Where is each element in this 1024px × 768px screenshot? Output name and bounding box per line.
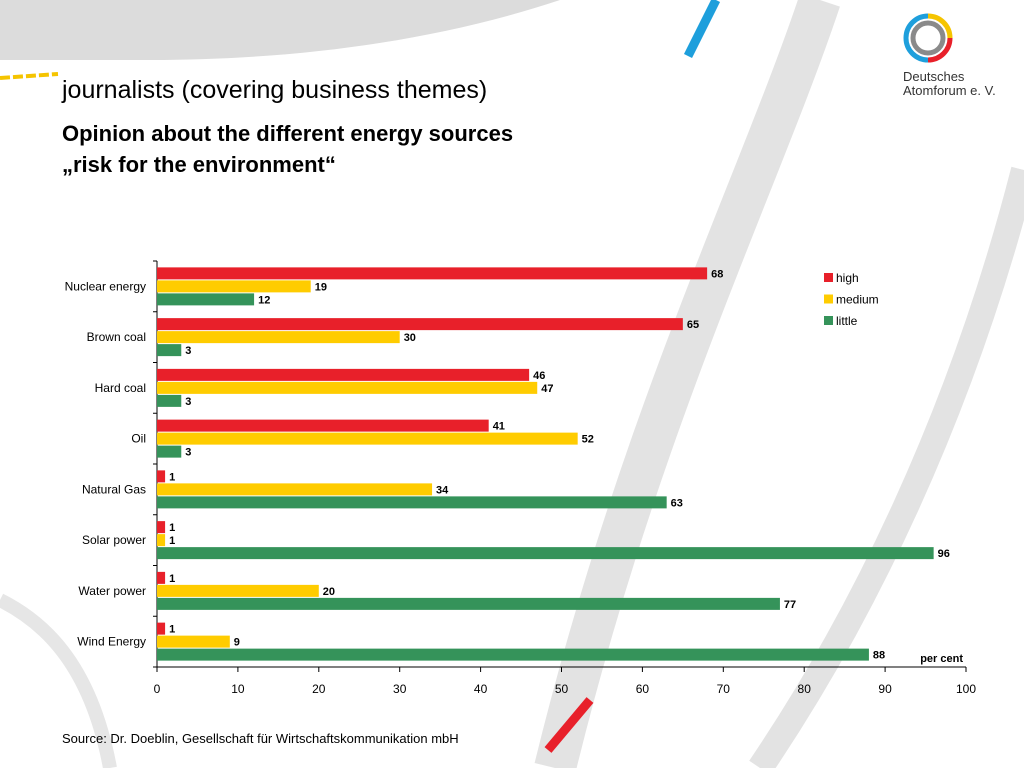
legend-swatch-little: [824, 316, 833, 325]
x-tick-label: 10: [231, 682, 245, 696]
unit-label: per cent: [920, 653, 963, 665]
data-label: 9: [234, 637, 240, 649]
category-label: Natural Gas: [82, 482, 146, 496]
data-label: 12: [258, 294, 270, 306]
bar-medium: [157, 432, 578, 445]
category-label: Oil: [131, 432, 146, 446]
chart-title: Opinion about the different energy sourc…: [62, 118, 513, 180]
data-label: 88: [873, 650, 885, 662]
bar-little: [157, 648, 869, 661]
bar-high: [157, 368, 530, 381]
bar-medium: [157, 534, 166, 547]
data-label: 47: [541, 383, 553, 395]
legend-swatch-high: [824, 273, 833, 282]
title-line-1: Opinion about the different energy sourc…: [62, 121, 514, 146]
legend-swatch-medium: [824, 294, 833, 304]
category-label: Nuclear energy: [65, 279, 146, 293]
blue-accent-stroke: [683, 0, 721, 59]
bar-little: [157, 547, 934, 560]
x-tick-label: 70: [717, 682, 731, 696]
bar-high: [157, 318, 683, 331]
gray-arc-stroke-right: [749, 166, 1024, 768]
bar-medium: [157, 280, 311, 293]
bar-little: [157, 496, 667, 509]
brand-name: Deutsches Atomforum e. V.: [903, 70, 996, 98]
category-label: Wind Energy: [77, 635, 146, 649]
data-label: 46: [533, 370, 545, 382]
brand-line-1: Deutsches: [903, 69, 965, 84]
category-label: Solar power: [82, 533, 146, 547]
data-label: 20: [323, 586, 335, 598]
data-label: 41: [493, 421, 505, 433]
data-label: 30: [404, 332, 416, 344]
gray-arc-stroke: [534, 0, 840, 768]
legend-label-little: little: [836, 314, 858, 328]
x-tick-label: 100: [956, 682, 976, 696]
bar-high: [157, 267, 708, 280]
x-tick-label: 90: [878, 682, 892, 696]
bar-little: [157, 344, 182, 357]
data-label: 1: [169, 624, 175, 636]
legend-label-high: high: [836, 271, 859, 285]
x-tick-label: 50: [555, 682, 569, 696]
bar-little: [157, 293, 255, 306]
data-label: 1: [169, 522, 175, 534]
bar-little: [157, 394, 182, 407]
x-tick-label: 0: [154, 682, 161, 696]
bar-high: [157, 470, 166, 483]
bar-high: [157, 571, 166, 584]
data-label: 3: [185, 396, 191, 408]
x-tick-label: 30: [393, 682, 407, 696]
source-note: Source: Dr. Doeblin, Gesellschaft für Wi…: [62, 731, 459, 746]
x-tick-label: 60: [636, 682, 650, 696]
top-gray-band: [0, 0, 560, 60]
x-tick-label: 80: [798, 682, 812, 696]
bar-high: [157, 521, 166, 534]
brand-line-2: Atomforum e. V.: [903, 83, 996, 98]
data-label: 52: [582, 434, 594, 446]
data-label: 96: [938, 548, 950, 560]
red-accent-stroke: [544, 697, 594, 753]
data-label: 68: [711, 268, 723, 280]
bar-high: [157, 419, 489, 432]
bar-little: [157, 597, 780, 610]
chart-subtitle: journalists (covering business themes): [62, 76, 488, 104]
data-label: 19: [315, 281, 327, 293]
gray-arc-stroke-left: [0, 593, 117, 768]
bar-medium: [157, 584, 319, 597]
category-label: Brown coal: [87, 330, 146, 344]
x-tick-label: 20: [312, 682, 326, 696]
data-label: 3: [185, 447, 191, 459]
data-label: 1: [169, 573, 175, 585]
category-label: Water power: [78, 584, 146, 598]
category-label: Hard coal: [95, 381, 146, 395]
bar-little: [157, 445, 182, 458]
data-label: 1: [169, 535, 175, 547]
bar-medium: [157, 381, 538, 394]
bar-medium: [157, 483, 433, 496]
data-label: 3: [185, 345, 191, 357]
title-line-2: „risk for the environment“: [62, 152, 336, 177]
bar-medium: [157, 635, 230, 648]
data-label: 1: [169, 471, 175, 483]
ring-logo-icon: [903, 13, 953, 63]
bar-high: [157, 622, 166, 635]
data-label: 34: [436, 484, 449, 496]
x-tick-label: 40: [474, 682, 488, 696]
bar-medium: [157, 331, 400, 344]
legend-label-medium: medium: [836, 293, 879, 307]
data-label: 65: [687, 319, 699, 331]
data-label: 77: [784, 599, 796, 611]
yellow-accent-stroke: [0, 72, 59, 80]
data-label: 63: [671, 497, 683, 509]
